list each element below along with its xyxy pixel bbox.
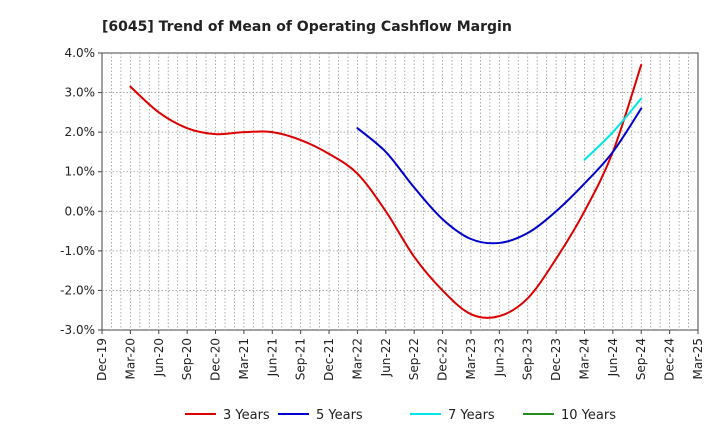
x-tick-label: Jun-23 (492, 338, 506, 377)
y-tick-label: -3.0% (60, 323, 95, 337)
x-tick-label: Sep-20 (180, 338, 194, 380)
x-tick-label: Jun-24 (606, 338, 620, 377)
x-tick-label: Dec-23 (549, 338, 563, 381)
legend: 3 Years 5 Years 7 Years 10 Years (185, 408, 616, 423)
legend-label-5-years: 5 Years (316, 408, 363, 423)
series-line-5-years (356, 107, 643, 245)
x-tick-label: Sep-21 (294, 338, 308, 380)
series-line-7-years (583, 97, 643, 161)
y-tick-label: 0.0% (65, 204, 96, 218)
x-tick-label: Mar-25 (691, 338, 705, 379)
y-tick-label: 1.0% (65, 165, 96, 179)
legend-label-7-years: 7 Years (448, 408, 495, 423)
y-tick-label: -2.0% (60, 283, 95, 297)
y-tick-label: 2.0% (65, 125, 96, 139)
x-tick-label: Jun-22 (379, 338, 393, 377)
chart-title: [6045] Trend of Mean of Operating Cashfl… (102, 19, 512, 35)
legend-label-10-years: 10 Years (561, 408, 616, 423)
y-tick-label: 3.0% (65, 86, 96, 100)
gridlines (102, 53, 698, 330)
x-tick-label: Dec-19 (95, 338, 109, 381)
x-tick-label: Sep-24 (634, 338, 648, 380)
x-tick-label: Mar-22 (350, 338, 364, 379)
x-tick-label: Dec-24 (663, 338, 677, 381)
x-tick-label: Mar-21 (237, 338, 251, 379)
x-tick-label: Jun-21 (265, 338, 279, 377)
legend-label-3-years: 3 Years (223, 408, 270, 423)
x-tick-label: Mar-20 (123, 338, 137, 379)
x-tick-label: Sep-23 (521, 338, 535, 380)
x-tick-label: Mar-23 (464, 338, 478, 379)
x-tick-label: Mar-24 (577, 338, 591, 379)
plot-frame (101, 52, 699, 331)
x-tick-label: Dec-20 (209, 338, 223, 381)
y-tick-label: -1.0% (60, 244, 95, 258)
x-axis: Dec-19 Mar-20 Jun-20 Sep-20 Dec-20 Mar-21 Jun-… (95, 330, 705, 381)
x-tick-label: Dec-21 (322, 338, 336, 381)
x-tick-label: Dec-22 (436, 338, 450, 381)
x-tick-label: Sep-22 (407, 338, 421, 380)
y-axis: 4.0% 3.0% 2.0% 1.0% 0.0% -1.0% -2.0% -3.0% (60, 46, 102, 337)
series-lines (129, 63, 643, 319)
x-tick-label: Jun-20 (152, 338, 166, 377)
y-tick-label: 4.0% (65, 46, 96, 60)
series-line-3-years (129, 63, 643, 319)
